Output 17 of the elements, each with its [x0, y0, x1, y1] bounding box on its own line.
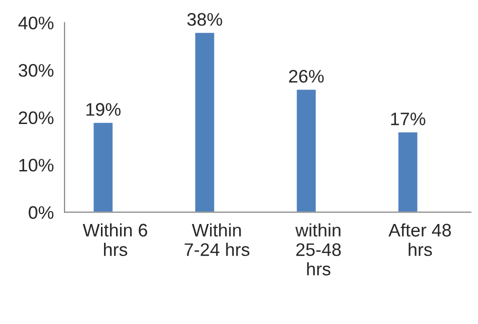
y-tick-label: 30%	[18, 64, 54, 77]
x-tick-label: within 25-48 hrs	[295, 223, 341, 276]
x-tick-label: Within 6 hrs	[82, 223, 148, 256]
y-tick-label: 40%	[18, 16, 54, 30]
bar	[194, 31, 216, 212]
y-tick-label: 20%	[18, 111, 54, 124]
x-tick-label: After 48 hrs	[388, 223, 451, 256]
data-label: 38%	[187, 13, 222, 26]
y-tick-label: 0%	[28, 206, 54, 219]
data-label: 26%	[289, 70, 324, 83]
data-label: 17%	[391, 112, 426, 126]
data-label: 19%	[86, 103, 121, 116]
x-tick-label: Within 7-24 hrs	[184, 223, 250, 256]
bar	[295, 88, 318, 212]
y-tick-label: 10%	[19, 158, 54, 172]
bar	[397, 130, 419, 212]
bar	[92, 121, 114, 212]
